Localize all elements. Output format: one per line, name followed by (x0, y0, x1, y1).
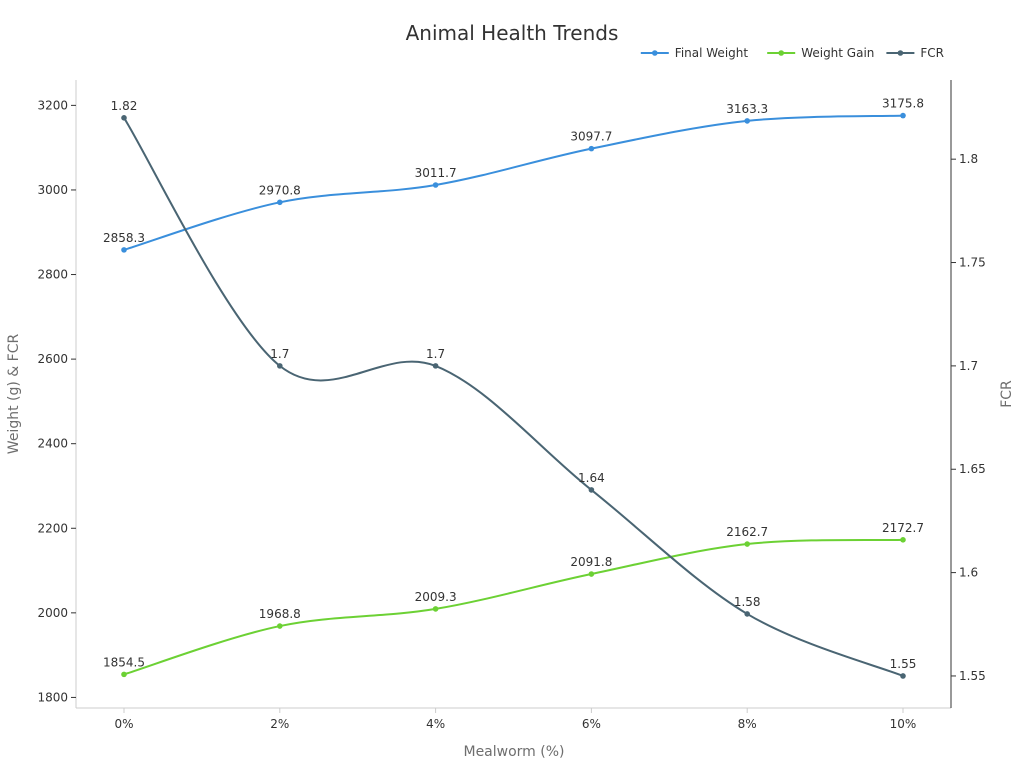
y-left-tick-label: 2600 (37, 352, 68, 366)
x-tick-label: 10% (890, 717, 917, 731)
legend-label-fcr: FCR (920, 46, 944, 60)
legend-label-weight-gain: Weight Gain (801, 46, 874, 60)
data-point-weight-gain (277, 623, 283, 629)
y-left-tick-label: 2400 (37, 437, 68, 451)
y-axis-left-ticks: 1800 2000 2200 2400 2600 2800 3000 3200 (37, 98, 76, 704)
data-point-weight-gain (744, 541, 750, 547)
legend: Final Weight Weight Gain FCR (640, 46, 944, 60)
legend-marker-final-weight (652, 50, 658, 56)
data-label-fcr: 1.7 (270, 347, 289, 361)
plot-area: 2858.3 2970.8 3011.7 3097.7 3163.3 3175.8 1854… (103, 97, 924, 679)
data-label-fcr: 1.58 (734, 595, 761, 609)
x-tick-label: 4% (426, 717, 445, 731)
data-point-final-weight (900, 112, 906, 119)
data-label-weight-gain: 1968.8 (259, 607, 301, 621)
series-line-fcr (123, 117, 904, 677)
y-right-tick-label: 1.55 (959, 669, 986, 683)
chart-title: Animal Health Trends (406, 21, 619, 45)
data-label-final-weight: 2858.3 (103, 231, 145, 245)
data-point-final-weight (121, 247, 127, 253)
y-right-tick-label: 1.75 (959, 256, 986, 270)
data-point-fcr (277, 363, 283, 369)
y-axis-right-ticks: 1.55 1.6 1.65 1.7 1.75 1.8 (951, 152, 986, 683)
x-tick-label: 8% (738, 717, 757, 731)
data-point-weight-gain (900, 537, 906, 543)
data-point-fcr (121, 115, 127, 121)
series-line-weight-gain (123, 538, 904, 676)
x-axis-title: Mealworm (%) (463, 744, 564, 760)
data-point-fcr (432, 363, 439, 369)
data-label-weight-gain: 2009.3 (415, 590, 457, 604)
data-label-fcr: 1.82 (111, 99, 138, 113)
y-left-tick-label: 2000 (37, 606, 68, 620)
data-point-final-weight (588, 145, 595, 152)
y-left-tick-label: 2200 (37, 521, 68, 535)
y-right-tick-label: 1.8 (959, 152, 978, 166)
data-point-fcr (900, 673, 906, 679)
data-label-weight-gain: 2162.7 (726, 525, 768, 539)
data-label-fcr: 1.55 (890, 657, 917, 671)
data-point-weight-gain (121, 671, 127, 678)
data-point-fcr (588, 487, 595, 493)
data-label-fcr: 1.7 (426, 347, 445, 361)
data-label-weight-gain: 2172.7 (882, 521, 924, 535)
legend-label-final-weight: Final Weight (675, 46, 749, 60)
data-label-final-weight: 3097.7 (570, 130, 612, 144)
x-tick-label: 2% (270, 717, 289, 731)
y-axis-right-title: FCR (999, 380, 1015, 408)
data-point-final-weight (744, 118, 750, 124)
y-left-tick-label: 3200 (37, 98, 68, 112)
series-line-final-weight (123, 114, 904, 251)
y-left-tick-label: 1800 (37, 690, 68, 704)
data-label-final-weight: 2970.8 (259, 183, 301, 197)
data-label-weight-gain: 2091.8 (570, 555, 612, 569)
data-point-final-weight (277, 199, 283, 206)
x-tick-label: 0% (114, 717, 133, 731)
data-point-fcr (744, 611, 750, 617)
y-right-tick-label: 1.7 (959, 359, 978, 373)
legend-marker-weight-gain (778, 50, 784, 56)
x-axis-ticks: 0% 2% 4% 6% 8% 10% (114, 708, 916, 731)
legend-marker-fcr (897, 50, 904, 56)
data-point-weight-gain (588, 571, 595, 577)
x-tick-label: 6% (582, 717, 601, 731)
y-left-tick-label: 2800 (37, 268, 68, 282)
data-point-weight-gain (432, 606, 439, 612)
data-point-final-weight (432, 182, 439, 188)
data-label-final-weight: 3163.3 (726, 102, 768, 116)
y-axis-left-title: Weight (g) & FCR (6, 334, 22, 455)
data-label-weight-gain: 1854.5 (103, 655, 145, 669)
y-left-tick-label: 3000 (37, 183, 68, 197)
data-label-fcr: 1.64 (578, 471, 605, 485)
y-right-tick-label: 1.65 (959, 462, 986, 476)
data-label-final-weight: 3175.8 (882, 97, 924, 111)
y-right-tick-label: 1.6 (959, 566, 978, 580)
data-label-final-weight: 3011.7 (415, 166, 457, 180)
